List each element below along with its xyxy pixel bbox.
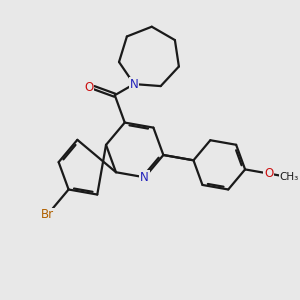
Text: O: O xyxy=(264,167,273,180)
Text: Br: Br xyxy=(41,208,54,221)
Text: N: N xyxy=(130,78,138,91)
Text: CH₃: CH₃ xyxy=(279,172,298,182)
Text: N: N xyxy=(140,171,149,184)
Text: O: O xyxy=(84,81,93,94)
